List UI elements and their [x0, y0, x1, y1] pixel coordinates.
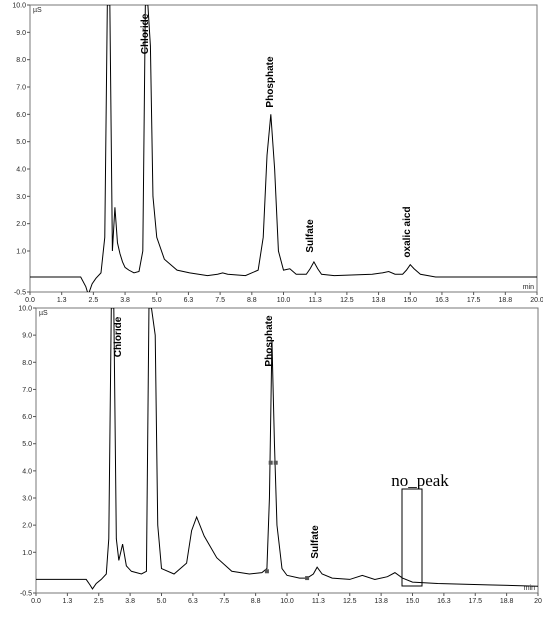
- y-tick-label: 4.0: [22, 468, 32, 475]
- x-tick-label: 0.0: [25, 297, 35, 304]
- peak-label: Sulfate: [305, 219, 316, 253]
- x-tick-label: 6.3: [188, 598, 198, 605]
- x-tick-label: 1.3: [57, 297, 67, 304]
- y-tick-label: 2.0: [16, 221, 26, 228]
- x-tick-label: 5.0: [157, 598, 167, 605]
- x-unit: min: [523, 284, 534, 291]
- y-tick-label: 7.0: [22, 387, 32, 394]
- x-tick-label: 3.8: [125, 598, 135, 605]
- x-tick-label: 15.0: [406, 598, 420, 605]
- x-tick-label: 7.5: [215, 297, 225, 304]
- y-tick-label: 4.0: [16, 167, 26, 174]
- y-tick-label: -0.5: [20, 591, 32, 598]
- no-peak-box: [401, 488, 423, 587]
- x-tick-label: 18.8: [500, 598, 514, 605]
- x-tick-label: 11.3: [309, 297, 322, 304]
- x-tick-label: 20.0: [530, 297, 543, 304]
- y-tick-label: 1.0: [22, 550, 32, 557]
- y-tick-label: 10.0: [12, 3, 26, 10]
- x-tick-label: 8.8: [251, 598, 261, 605]
- y-tick-label: 5.0: [22, 441, 32, 448]
- y-tick-label: 3.0: [22, 496, 32, 503]
- x-tick-label: 8.8: [247, 297, 257, 304]
- x-tick-label: 13.8: [372, 297, 386, 304]
- integration-marker: [268, 460, 273, 465]
- peak-label: Sulfate: [310, 525, 321, 559]
- x-tick-label: 7.5: [219, 598, 229, 605]
- x-tick-label: 1.3: [63, 598, 73, 605]
- x-tick-label: 13.8: [374, 598, 388, 605]
- peak-label: Phosphate: [265, 56, 276, 108]
- integration-marker: [264, 569, 269, 574]
- y-tick-label: 9.0: [22, 333, 32, 340]
- x-tick-label: 17.5: [467, 297, 481, 304]
- integration-marker: [305, 576, 310, 581]
- peak-label: Phosphate: [264, 315, 275, 367]
- y-tick-label: 9.0: [16, 30, 26, 37]
- x-tick-label: 3.8: [120, 297, 130, 304]
- x-tick-label: 18.8: [499, 297, 513, 304]
- x-unit: min: [524, 585, 535, 592]
- trace: [36, 308, 538, 590]
- peak-label: oxalic aicd: [402, 206, 413, 257]
- y-tick-label: 6.0: [16, 112, 26, 119]
- x-tick-label: 20: [534, 598, 542, 605]
- x-tick-label: 6.3: [184, 297, 194, 304]
- x-tick-label: 10.0: [277, 297, 291, 304]
- x-tick-label: 2.5: [89, 297, 99, 304]
- y-tick-label: -0.5: [14, 290, 26, 297]
- y-tick-label: 6.0: [22, 414, 32, 421]
- x-tick-label: 17.5: [468, 598, 482, 605]
- y-unit: µS: [39, 310, 48, 317]
- x-tick-label: 2.5: [94, 598, 104, 605]
- peak-label: no_peak: [391, 471, 449, 490]
- x-tick-label: 10.0: [280, 598, 294, 605]
- y-unit: µS: [33, 7, 42, 14]
- y-tick-label: 10.0: [18, 306, 32, 313]
- y-tick-label: 8.0: [22, 360, 32, 367]
- x-tick-label: 5.0: [152, 297, 162, 304]
- x-tick-label: 11.3: [312, 598, 325, 605]
- y-tick-label: 7.0: [16, 85, 26, 92]
- peak-label: Chloride: [140, 13, 151, 54]
- y-tick-label: 8.0: [16, 57, 26, 64]
- x-tick-label: 12.5: [340, 297, 354, 304]
- y-tick-label: 3.0: [16, 194, 26, 201]
- trace: [30, 5, 537, 292]
- y-tick-label: 5.0: [16, 139, 26, 146]
- integration-marker: [273, 460, 278, 465]
- x-tick-label: 16.3: [435, 297, 449, 304]
- x-tick-label: 15.0: [403, 297, 417, 304]
- x-tick-label: 16.3: [437, 598, 451, 605]
- peak-label: Chloride: [113, 316, 124, 357]
- x-tick-label: 0.0: [31, 598, 41, 605]
- y-tick-label: 2.0: [22, 523, 32, 530]
- y-tick-label: 1.0: [16, 249, 26, 256]
- x-tick-label: 12.5: [343, 598, 357, 605]
